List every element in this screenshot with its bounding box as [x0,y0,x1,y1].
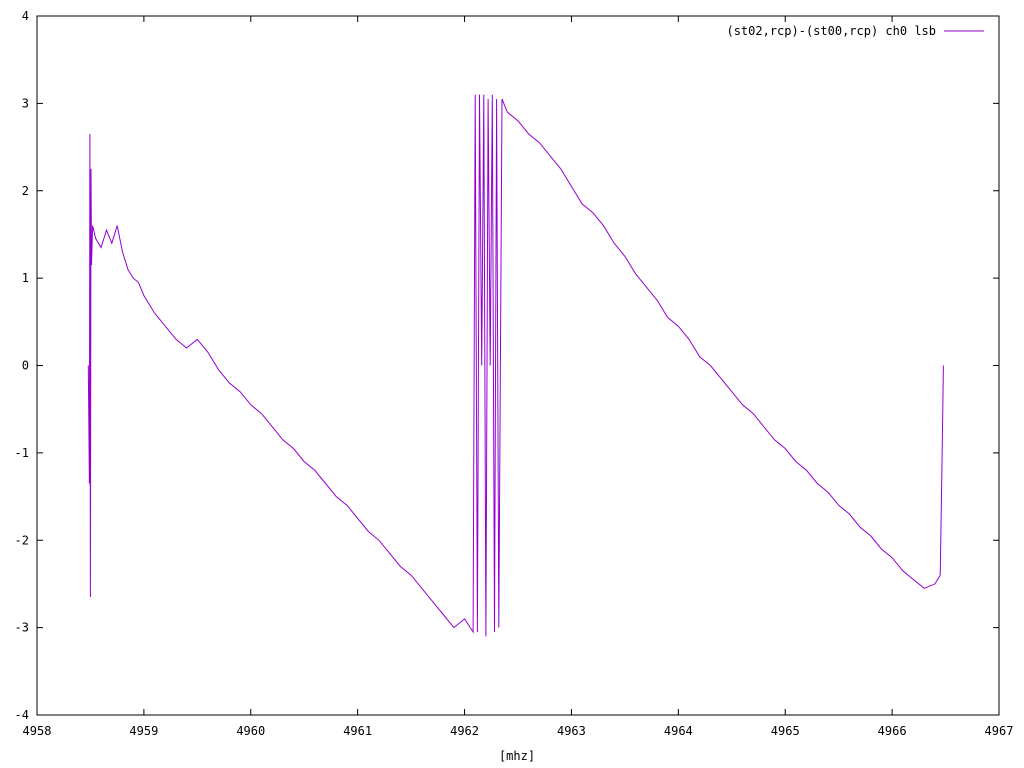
y-tick-label: 4 [22,9,29,23]
x-tick-label: 4960 [236,724,265,738]
y-tick-label: -2 [15,533,29,547]
y-tick-label: 1 [22,271,29,285]
y-tick-label: -3 [15,621,29,635]
plot-frame [36,15,1000,716]
x-tick-label: 4965 [771,724,800,738]
series-line [87,94,944,637]
x-axis-label: [mhz] [499,749,535,763]
y-tick-label: -1 [15,446,29,460]
ticks-layer: 4958 4959 4960 4961 4962 4963 4964 4965 4966 4967… [15,9,1014,738]
x-tick-label: 4964 [664,724,693,738]
x-tick-label: 4963 [557,724,586,738]
x-tick-label: 4959 [129,724,158,738]
legend-label: (st02,rcp)-(st00,rcp) ch0 lsb [726,24,936,38]
x-tick-label: 4961 [343,724,372,738]
y-tick-label: 0 [22,359,29,373]
y-tick-label: -4 [15,708,29,722]
x-tick-label: 4958 [23,724,52,738]
x-tick-label: 4962 [450,724,479,738]
series-layer [87,94,944,637]
x-tick-label: 4967 [985,724,1014,738]
x-tick-label: 4966 [878,724,907,738]
legend: (st02,rcp)-(st00,rcp) ch0 lsb [726,24,984,38]
y-tick-label: 2 [22,184,29,198]
y-tick-label: 3 [22,96,29,110]
